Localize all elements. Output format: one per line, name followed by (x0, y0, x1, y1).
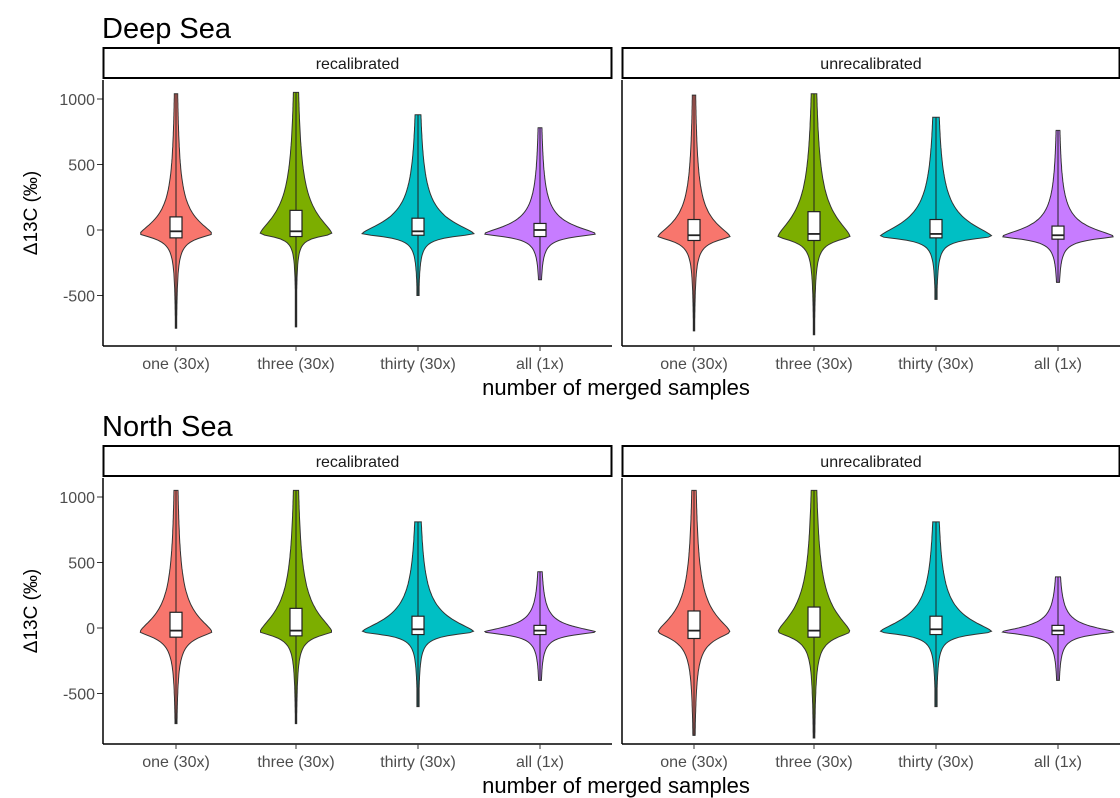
y-tick-label: 1000 (59, 490, 95, 507)
x-tick-label: all (1x) (516, 754, 564, 771)
box (687, 610, 701, 640)
x-axis-title: number of merged samples (482, 375, 750, 400)
x-tick-label: three (30x) (775, 754, 852, 771)
box (1051, 225, 1065, 240)
box (169, 216, 183, 239)
x-tick-label: all (1x) (516, 356, 564, 373)
y-tick-label: 0 (86, 223, 95, 240)
y-tick-label: 0 (86, 621, 95, 638)
chart-title: Deep Sea (102, 13, 232, 45)
chart-panel-1: North Sea Δ13C (‰) 1000 500 0 -500 number of m… (21, 411, 1120, 798)
y-tick-label: 1000 (59, 92, 95, 109)
facet-strip-label: unrecalibrated (820, 454, 921, 471)
x-tick-label: three (30x) (775, 356, 852, 373)
box (289, 209, 303, 238)
x-tick-label: one (30x) (142, 356, 210, 373)
box (807, 211, 821, 242)
facet-strip (621, 445, 1120, 477)
y-axis-label: Δ13C (‰) (21, 569, 42, 653)
facet-strip (621, 47, 1120, 79)
facet-strip (102, 47, 613, 79)
y-tick-label: 500 (68, 158, 95, 175)
x-tick-label: three (30x) (257, 356, 334, 373)
facet-unrecalibrated: unrecalibrated one (30x) three (30x) thirty… (621, 47, 1120, 373)
x-tick-label: thirty (30x) (898, 356, 974, 373)
facet-strip (102, 445, 613, 477)
facet-strip-label: recalibrated (316, 454, 400, 471)
facet-recalibrated: recalibrated one (30x) three (30x) thirty (… (102, 47, 613, 373)
x-tick-label: thirty (30x) (898, 754, 974, 771)
x-tick-label: all (1x) (1034, 356, 1082, 373)
box (411, 615, 425, 636)
y-tick-label: -500 (63, 289, 95, 306)
box (289, 607, 303, 637)
x-tick-label: one (30x) (142, 754, 210, 771)
y-axis-label: Δ13C (‰) (21, 171, 42, 255)
chart-panel-0: Deep Sea Δ13C (‰) 1000 500 0 -500 number of me… (21, 13, 1120, 400)
facet-strip-label: recalibrated (316, 56, 400, 73)
box (169, 611, 183, 638)
x-tick-label: thirty (30x) (380, 754, 456, 771)
x-axis-title: number of merged samples (482, 773, 750, 798)
box (807, 606, 821, 638)
facet-unrecalibrated: unrecalibrated one (30x) three (30x) thirty… (621, 445, 1120, 771)
y-tick-label: -500 (63, 687, 95, 704)
box (929, 218, 943, 239)
y-tick-label: 500 (68, 556, 95, 573)
x-tick-label: one (30x) (660, 754, 728, 771)
box (929, 615, 943, 636)
box (411, 217, 425, 236)
facet-recalibrated: recalibrated one (30x) three (30x) thirty (… (102, 445, 613, 771)
x-tick-label: one (30x) (660, 356, 728, 373)
chart-title: North Sea (102, 411, 233, 443)
x-tick-label: three (30x) (257, 754, 334, 771)
x-tick-label: thirty (30x) (380, 356, 456, 373)
facet-strip-label: unrecalibrated (820, 56, 921, 73)
x-tick-label: all (1x) (1034, 754, 1082, 771)
box (687, 218, 701, 242)
